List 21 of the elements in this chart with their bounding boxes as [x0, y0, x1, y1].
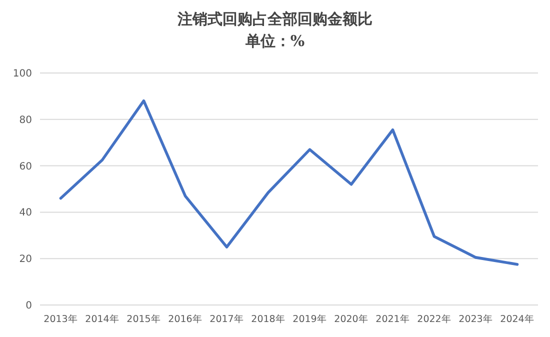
line-series [59, 99, 519, 266]
y-tick-label: 40 [19, 208, 32, 219]
y-tick-label: 0 [26, 300, 32, 312]
x-tick-label: 2018年 [251, 313, 286, 325]
y-tick-label: 20 [19, 254, 32, 266]
y-tick-label: 60 [19, 161, 32, 172]
x-tick-label: 2015年 [126, 313, 161, 325]
x-tick-label: 2017年 [210, 313, 244, 325]
x-tick-label: 2019年 [292, 313, 327, 325]
x-tick-label: 2020年 [334, 313, 368, 325]
x-tick-label: 2014年 [85, 313, 120, 325]
chart-title: 注销式回购占全部回购金额比 [176, 10, 372, 28]
x-tick-label: 2016年 [168, 313, 202, 325]
x-tick-label: 2013年 [44, 313, 78, 325]
x-tick-label: 2022年 [417, 313, 452, 325]
y-tick-label: 80 [19, 114, 32, 126]
x-tick-label: 2023年 [458, 313, 493, 325]
x-tick-label: 2024年 [500, 313, 534, 325]
chart-subtitle: 单位：% [244, 32, 305, 50]
x-tick-label: 2021年 [376, 313, 410, 325]
y-tick-label: 100 [12, 68, 32, 80]
